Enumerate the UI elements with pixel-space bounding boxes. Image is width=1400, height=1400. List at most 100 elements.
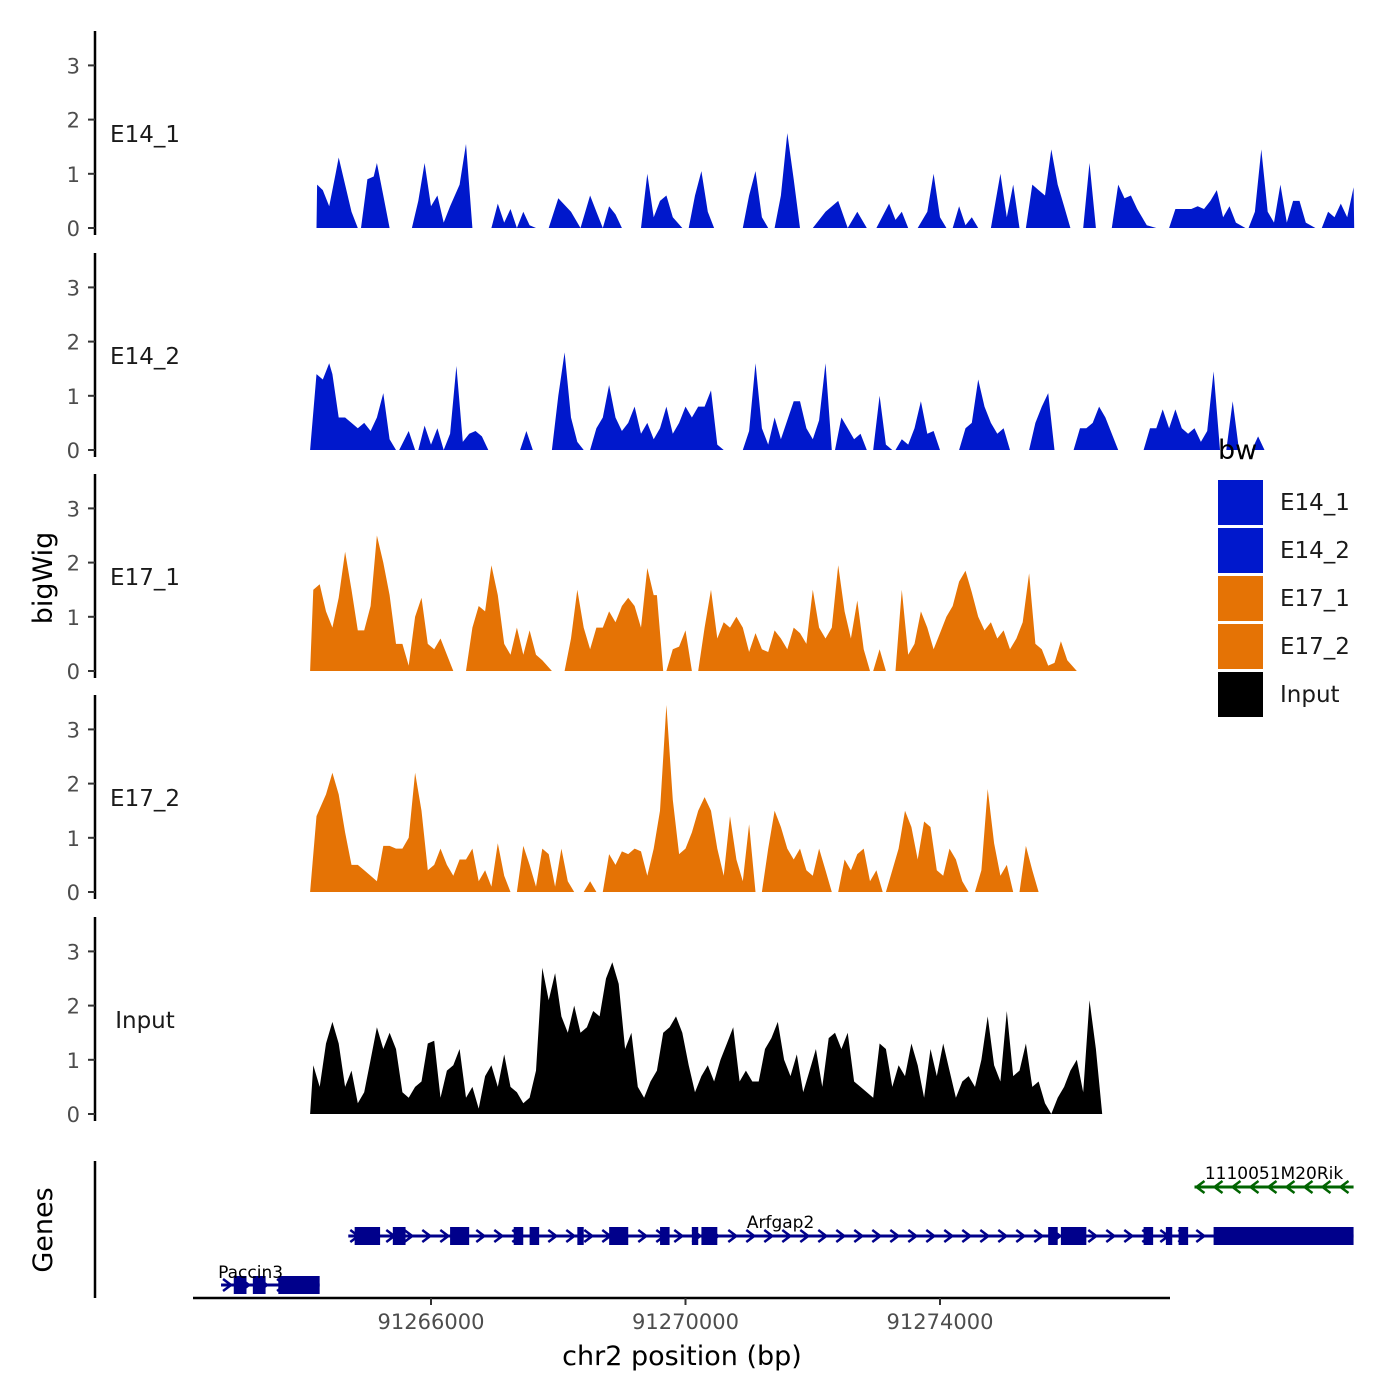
strand-arrow — [943, 1229, 955, 1243]
strand-arrow — [763, 1229, 775, 1243]
legend-entry: Input — [1218, 672, 1340, 717]
strand-arrow — [475, 1229, 487, 1243]
strand-arrow — [817, 1229, 829, 1243]
track-e17-2: 0 1 2 3 E17_2 — [67, 695, 1039, 905]
strand-arrow — [1105, 1229, 1117, 1243]
gene-label: Arfgap2 — [747, 1213, 814, 1233]
y-tick-label: 1 — [67, 1049, 80, 1073]
legend: bw E14_1 E14_2 E17_1 E17_2 Input — [1218, 435, 1350, 717]
strand-arrow — [222, 1278, 234, 1292]
gene-exon — [233, 1276, 247, 1294]
gene-exon — [354, 1227, 381, 1245]
gene-exon — [529, 1227, 540, 1245]
strand-arrow — [421, 1229, 433, 1243]
y-tick-label: 0 — [67, 439, 80, 463]
gene-exon — [691, 1227, 699, 1245]
track-label: E14_2 — [110, 344, 180, 370]
legend-label: E14_1 — [1280, 490, 1350, 516]
strand-arrow — [1087, 1229, 1099, 1243]
legend-entry: E14_2 — [1218, 528, 1350, 573]
track-e14-1: 0 1 2 3 E14_1 — [67, 31, 1355, 241]
y-axis-title: bigWig — [28, 532, 59, 625]
coverage-area — [310, 962, 1103, 1114]
gene-exon — [701, 1227, 718, 1245]
legend-swatch — [1218, 624, 1263, 669]
gene-exon — [1178, 1227, 1189, 1245]
strand-arrow — [673, 1229, 685, 1243]
y-tick-label: 2 — [67, 331, 80, 355]
gene-arfgap2: Arfgap2 — [348, 1213, 1354, 1245]
track-e14-2: 0 1 2 3 E14_2 — [67, 253, 1265, 463]
gene-exon — [450, 1227, 470, 1245]
strand-arrow — [1284, 1180, 1296, 1194]
strand-arrow — [565, 1229, 577, 1243]
track-label: E17_1 — [110, 565, 180, 591]
x-axis-ticks: 91266000 91270000 91274000 — [378, 1298, 993, 1334]
strand-arrow — [403, 1229, 415, 1243]
track-label: E14_1 — [110, 122, 180, 148]
strand-arrow — [1033, 1229, 1045, 1243]
y-tick-label: 0 — [67, 217, 80, 241]
strand-arrow — [727, 1229, 739, 1243]
y-tick-label: 1 — [67, 827, 80, 851]
coverage-area — [310, 352, 1265, 450]
gene-label: Paccin3 — [218, 1263, 283, 1283]
gene-exon — [513, 1227, 524, 1245]
x-axis-title: chr2 position (bp) — [562, 1341, 802, 1372]
legend-entry: E14_1 — [1218, 480, 1350, 525]
gene-exon — [1213, 1227, 1354, 1245]
y-tick-label: 3 — [67, 276, 80, 300]
strand-arrow — [1248, 1180, 1260, 1194]
y-tick-label: 2 — [67, 109, 80, 133]
strand-arrow — [1230, 1180, 1242, 1194]
y-tick-label: 3 — [67, 54, 80, 78]
strand-arrow — [439, 1229, 451, 1243]
gene-exon — [392, 1227, 406, 1245]
strand-arrow — [1266, 1180, 1278, 1194]
gene-exon — [1060, 1227, 1087, 1245]
track-input: 0 1 2 3 Input — [67, 917, 1103, 1127]
strand-arrow — [1302, 1180, 1314, 1194]
strand-arrow — [1195, 1229, 1207, 1243]
gene-exon — [278, 1276, 320, 1294]
strand-arrow — [781, 1229, 793, 1243]
strand-arrow — [1338, 1180, 1350, 1194]
y-tick-label: 1 — [67, 606, 80, 630]
strand-arrow — [835, 1229, 847, 1243]
legend-entry: E17_2 — [1218, 624, 1350, 669]
strand-arrow — [547, 1229, 559, 1243]
strand-arrow — [637, 1229, 649, 1243]
y-tick-label: 0 — [67, 660, 80, 684]
genes-panel: Paccin3 Arfgap2 1110051M20Rik — [93, 1161, 1354, 1300]
legend-swatch — [1218, 528, 1263, 573]
track-label: E17_2 — [110, 786, 180, 812]
y-tick-label: 3 — [67, 497, 80, 521]
strand-arrow — [493, 1229, 505, 1243]
legend-label: Input — [1280, 682, 1340, 708]
strand-arrow — [871, 1229, 883, 1243]
legend-entry: E17_1 — [1218, 576, 1350, 621]
gene-exon — [1165, 1227, 1173, 1245]
y-tick-label: 2 — [67, 552, 80, 576]
strand-arrow — [799, 1229, 811, 1243]
gene-exon — [660, 1227, 670, 1245]
strand-arrow — [961, 1229, 973, 1243]
gene-paccin3: Paccin3 — [218, 1263, 320, 1294]
y-tick-label: 1 — [67, 385, 80, 409]
strand-arrow — [1320, 1180, 1332, 1194]
gene-exon — [609, 1227, 629, 1245]
x-tick-label: 91270000 — [632, 1310, 739, 1334]
gene-exon — [577, 1227, 584, 1245]
legend-label: E17_2 — [1280, 634, 1350, 660]
strand-arrow — [907, 1229, 919, 1243]
gene-label: 1110051M20Rik — [1205, 1164, 1344, 1184]
track-label: Input — [115, 1008, 175, 1034]
y-tick-label: 0 — [67, 1103, 80, 1127]
gene-exon — [1143, 1227, 1154, 1245]
y-tick-label: 3 — [67, 940, 80, 964]
track-e17-1: 0 1 2 3 E17_1 — [67, 474, 1077, 684]
y-tick-label: 2 — [67, 773, 80, 797]
y-tick-label: 1 — [67, 163, 80, 187]
